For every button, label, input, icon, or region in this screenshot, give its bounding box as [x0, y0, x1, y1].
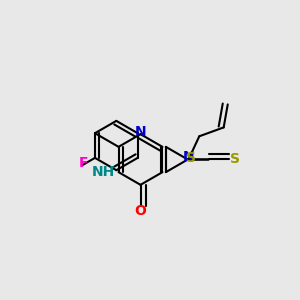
Text: F: F [79, 156, 88, 170]
Text: S: S [187, 151, 196, 165]
Text: N: N [183, 150, 195, 164]
Text: S: S [230, 152, 239, 166]
Text: N: N [135, 124, 146, 139]
Text: NH: NH [92, 165, 115, 179]
Text: O: O [135, 204, 146, 218]
